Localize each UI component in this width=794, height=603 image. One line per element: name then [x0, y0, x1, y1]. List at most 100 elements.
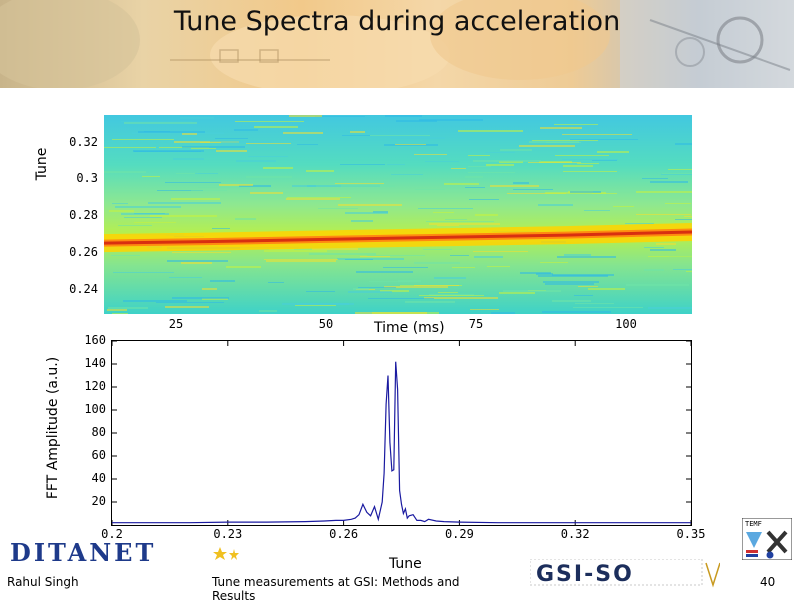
heatmap-texture-stripe: [391, 174, 423, 175]
heatmap-texture-stripe: [113, 135, 138, 137]
heatmap-texture-stripe: [172, 297, 229, 299]
heatmap-texture-stripe: [574, 295, 593, 296]
fft-ytick-label: 20: [91, 494, 106, 508]
heatmap-texture-stripe: [312, 248, 358, 250]
heatmap-texture-stripe: [642, 178, 668, 179]
fft-ytick-label: 120: [84, 379, 106, 393]
heatmap-texture-stripe: [171, 198, 220, 200]
heatmap-texture-stripe: [182, 146, 245, 148]
heatmap-texture-stripe: [503, 290, 561, 292]
heatmap-texture-stripe: [644, 269, 664, 271]
heatmap-texture-stripe: [625, 223, 654, 224]
heatmap-texture-stripe: [520, 272, 551, 274]
slide-title: Tune Spectra during acceleration: [173, 6, 621, 37]
heatmap-svg: [103, 115, 725, 314]
fft-ytick-label: 140: [84, 356, 106, 370]
heatmap-texture-stripe: [684, 216, 699, 217]
heatmap-texture-stripe: [216, 150, 247, 152]
heatmap-texture-stripe: [121, 121, 192, 122]
heatmap-texture-stripe: [519, 145, 575, 147]
heatmap-ytick-label: 0.3: [76, 171, 98, 186]
heatmap-texture-stripe: [187, 132, 224, 134]
heatmap-texture-stripe: [118, 225, 152, 226]
fft-xtick-label: 0.29: [444, 527, 474, 541]
heatmap-texture-stripe: [675, 219, 707, 220]
heatmap-ytick-label: 0.32: [69, 134, 98, 149]
heatmap-texture-stripe: [391, 137, 445, 139]
heatmap-texture-stripe: [473, 251, 528, 252]
heatmap-texture-stripe: [468, 155, 490, 156]
footer-author: Rahul Singh: [7, 575, 79, 589]
heatmap-texture-stripe: [235, 121, 304, 122]
temf-logo: TEMF: [741, 517, 793, 561]
heatmap-texture-stripe: [254, 126, 298, 128]
heatmap-texture-stripe: [578, 286, 598, 287]
heatmap-texture-stripe: [636, 214, 691, 215]
heatmap-texture-stripe: [360, 256, 390, 257]
heatmap-texture-stripe: [210, 141, 272, 143]
heatmap-texture-stripe: [383, 267, 428, 268]
heatmap-texture-stripe: [499, 292, 535, 294]
heatmap-texture-stripe: [555, 155, 609, 156]
svg-text:TEMF: TEMF: [745, 520, 762, 528]
heatmap-texture-stripe: [165, 306, 209, 308]
heatmap-texture-stripe: [536, 273, 553, 275]
svg-text:GSI-SO: GSI-SO: [536, 562, 634, 587]
fft-xtick-label: 0.35: [676, 527, 706, 541]
heatmap-texture-stripe: [268, 282, 284, 283]
heatmap-texture-stripe: [156, 302, 192, 303]
heatmap-texture-stripe: [414, 262, 460, 264]
fft-ytick-label: 160: [84, 333, 106, 347]
heatmap-texture-stripe: [425, 161, 459, 162]
heatmap-texture-stripe: [387, 164, 405, 165]
heatmap-texture-stripe: [452, 267, 475, 268]
fft-ytick-label: 80: [91, 425, 106, 439]
heatmap-texture-stripe: [661, 174, 711, 175]
heatmap-texture-stripe: [385, 115, 422, 117]
heatmap-texture-stripe: [250, 192, 283, 194]
heatmap-texture-stripe: [297, 144, 318, 145]
heatmap-texture-stripe: [507, 193, 566, 194]
heatmap-texture-stripe: [315, 116, 365, 117]
heatmap-texture-stripe: [259, 310, 277, 312]
heatmap-texture-stripe: [335, 183, 384, 184]
heatmap-texture-stripe: [283, 132, 323, 134]
heatmap-texture-stripe: [564, 254, 591, 256]
heatmap-texture-stripe: [475, 214, 498, 216]
heatmap-texture-stripe: [540, 127, 582, 129]
heatmap-texture-stripe: [554, 124, 598, 125]
heatmap-texture-stripe: [414, 154, 447, 155]
heatmap-texture-stripe: [636, 191, 692, 193]
heatmap-texture-stripe: [486, 164, 514, 166]
heatmap-texture-stripe: [173, 158, 204, 160]
heatmap-texture-stripe: [570, 191, 601, 193]
heatmap-texture-stripe: [424, 297, 498, 299]
heatmap-texture-stripe: [650, 181, 688, 183]
heatmap-texture-stripe: [355, 312, 427, 314]
footer-subtitle: Tune measurements at GSI: Methods and Re…: [212, 575, 460, 603]
heatmap-texture-stripe: [181, 262, 212, 264]
heatmap-texture-stripe: [264, 250, 327, 252]
heatmap-texture-stripe: [356, 271, 413, 273]
heatmap-texture-stripe: [348, 291, 392, 293]
heatmap-texture-stripe: [500, 149, 532, 151]
heatmap-ytick-label: 0.24: [69, 282, 98, 297]
heatmap-texture-stripe: [546, 142, 581, 143]
heatmap-xtick-label: 75: [468, 317, 484, 331]
header-banner: [0, 0, 794, 88]
heatmap-texture-stripe: [675, 143, 694, 145]
heatmap-texture-stripe: [384, 286, 448, 288]
heatmap-texture-stripe: [246, 143, 291, 144]
fft-xtick-label: 0.2: [101, 527, 123, 541]
heatmap-texture-stripe: [367, 255, 425, 256]
heatmap-texture-stripe: [295, 305, 336, 306]
heatmap-texture-stripe: [215, 138, 248, 139]
ridge-core: [103, 230, 693, 245]
heatmap-texture-stripe: [124, 217, 162, 218]
heatmap-texture-stripe: [142, 176, 160, 177]
heatmap-texture-stripe: [592, 160, 617, 161]
heatmap-texture-stripe: [138, 131, 205, 133]
heatmap-texture-stripe: [342, 135, 370, 136]
heatmap-texture-stripe: [686, 271, 707, 272]
heatmap-texture-stripe: [219, 184, 253, 186]
